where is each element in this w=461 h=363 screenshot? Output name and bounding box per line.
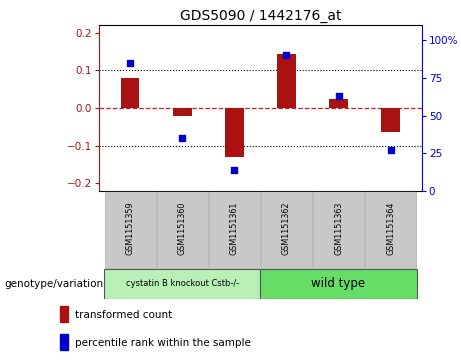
Bar xyxy=(104,269,260,299)
Bar xyxy=(365,191,416,268)
FancyArrow shape xyxy=(89,276,98,293)
Bar xyxy=(60,306,68,322)
Point xyxy=(179,135,186,141)
Text: wild type: wild type xyxy=(312,277,366,290)
Bar xyxy=(278,54,296,108)
Bar xyxy=(260,269,417,299)
Bar xyxy=(157,191,208,268)
Text: GSM1151364: GSM1151364 xyxy=(386,201,395,255)
Text: GSM1151363: GSM1151363 xyxy=(334,201,343,255)
Text: genotype/variation: genotype/variation xyxy=(5,279,104,289)
Bar xyxy=(330,99,348,108)
Point xyxy=(335,93,342,99)
Bar xyxy=(173,108,191,115)
Text: GSM1151359: GSM1151359 xyxy=(126,201,135,255)
Text: cystatin B knockout Cstb-/-: cystatin B knockout Cstb-/- xyxy=(126,279,239,288)
Text: GSM1151360: GSM1151360 xyxy=(178,201,187,255)
Point xyxy=(283,53,290,58)
Bar xyxy=(121,78,139,108)
Bar xyxy=(313,191,364,268)
Bar xyxy=(209,191,260,268)
Bar xyxy=(225,108,243,157)
Point xyxy=(387,147,394,153)
Text: percentile rank within the sample: percentile rank within the sample xyxy=(75,338,251,348)
Title: GDS5090 / 1442176_at: GDS5090 / 1442176_at xyxy=(180,9,341,23)
Text: GSM1151362: GSM1151362 xyxy=(282,201,291,255)
Bar xyxy=(105,191,156,268)
Bar xyxy=(60,334,68,350)
Text: transformed count: transformed count xyxy=(75,310,172,320)
Point xyxy=(231,167,238,172)
Bar xyxy=(382,108,400,132)
Point xyxy=(127,60,134,66)
Bar xyxy=(261,191,312,268)
Text: GSM1151361: GSM1151361 xyxy=(230,201,239,255)
